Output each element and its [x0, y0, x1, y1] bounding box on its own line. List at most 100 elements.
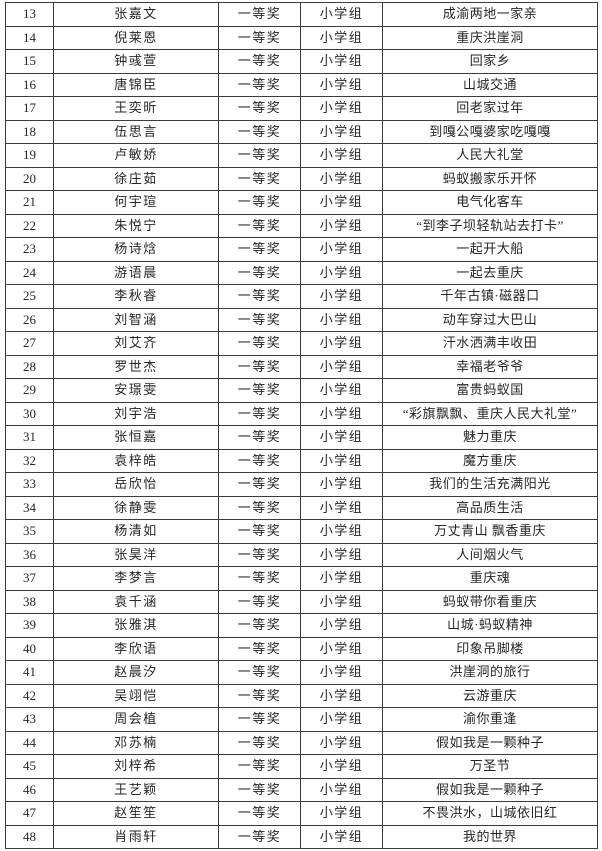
- cell-row-number: 13: [5, 2, 54, 27]
- cell-award-level: 一等奖: [218, 730, 301, 755]
- cell-group: 小学组: [300, 824, 383, 849]
- cell-award-level: 一等奖: [218, 378, 301, 403]
- cell-row-number: 45: [5, 754, 54, 779]
- cell-work-title: 渝你重逢: [382, 707, 598, 732]
- table-row: 13 张嘉文 一等奖 小学组 成渝两地一家亲: [5, 2, 598, 27]
- cell-work-title: 蚂蚁带你看重庆: [382, 589, 598, 614]
- cell-winner-name: 赵笙笙: [53, 801, 219, 826]
- cell-group: 小学组: [300, 613, 383, 638]
- cell-group: 小学组: [300, 425, 383, 450]
- table-row: 35 杨清如 一等奖 小学组 万丈青山 飘香重庆: [5, 519, 598, 544]
- cell-award-level: 一等奖: [218, 49, 301, 74]
- cell-group: 小学组: [300, 307, 383, 332]
- table-row: 17 王奕昕 一等奖 小学组 回老家过年: [5, 96, 598, 121]
- cell-work-title: 蚂蚁搬家乐开怀: [382, 166, 598, 191]
- cell-work-title: 一起开大船: [382, 237, 598, 262]
- cell-row-number: 32: [5, 448, 54, 473]
- cell-row-number: 20: [5, 166, 54, 191]
- cell-award-level: 一等奖: [218, 25, 301, 50]
- cell-group: 小学组: [300, 25, 383, 50]
- table-row: 38 袁千涵 一等奖 小学组 蚂蚁带你看重庆: [5, 589, 598, 614]
- cell-row-number: 35: [5, 519, 54, 544]
- cell-group: 小学组: [300, 166, 383, 191]
- cell-award-level: 一等奖: [218, 425, 301, 450]
- cell-group: 小学组: [300, 777, 383, 802]
- cell-work-title: 高品质生活: [382, 495, 598, 520]
- cell-row-number: 30: [5, 401, 54, 426]
- table-row: 37 李梦言 一等奖 小学组 重庆魂: [5, 566, 598, 591]
- cell-group: 小学组: [300, 378, 383, 403]
- cell-winner-name: 肖雨轩: [53, 824, 219, 849]
- table-row: 34 徐静雯 一等奖 小学组 高品质生活: [5, 495, 598, 520]
- cell-group: 小学组: [300, 495, 383, 520]
- table-row: 23 杨诗焓 一等奖 小学组 一起开大船: [5, 237, 598, 262]
- cell-work-title: 万圣节: [382, 754, 598, 779]
- table-row: 18 伍思言 一等奖 小学组 到嘎公嘎婆家吃嘎嘎: [5, 119, 598, 144]
- cell-work-title: 千年古镇·磁器口: [382, 284, 598, 309]
- cell-row-number: 26: [5, 307, 54, 332]
- cell-row-number: 38: [5, 589, 54, 614]
- cell-award-level: 一等奖: [218, 190, 301, 215]
- table-row: 26 刘智涵 一等奖 小学组 动车穿过大巴山: [5, 307, 598, 332]
- cell-group: 小学组: [300, 119, 383, 144]
- cell-row-number: 18: [5, 119, 54, 144]
- cell-award-level: 一等奖: [218, 589, 301, 614]
- cell-award-level: 一等奖: [218, 519, 301, 544]
- cell-work-title: 汗水洒满丰收田: [382, 331, 598, 356]
- cell-group: 小学组: [300, 72, 383, 97]
- cell-row-number: 14: [5, 25, 54, 50]
- table-row: 33 岳欣怡 一等奖 小学组 我们的生活充满阳光: [5, 472, 598, 497]
- cell-group: 小学组: [300, 331, 383, 356]
- cell-work-title: 人间烟火气: [382, 542, 598, 567]
- cell-row-number: 37: [5, 566, 54, 591]
- cell-row-number: 42: [5, 683, 54, 708]
- table-row: 20 徐庄茹 一等奖 小学组 蚂蚁搬家乐开怀: [5, 166, 598, 191]
- cell-group: 小学组: [300, 660, 383, 685]
- table-row: 15 钟彧萱 一等奖 小学组 回家乡: [5, 49, 598, 74]
- cell-award-level: 一等奖: [218, 613, 301, 638]
- cell-work-title: 一起去重庆: [382, 260, 598, 285]
- cell-award-level: 一等奖: [218, 707, 301, 732]
- cell-award-level: 一等奖: [218, 472, 301, 497]
- cell-award-level: 一等奖: [218, 96, 301, 121]
- cell-winner-name: 伍思言: [53, 119, 219, 144]
- cell-award-level: 一等奖: [218, 307, 301, 332]
- cell-group: 小学组: [300, 707, 383, 732]
- table-row: 21 何宇瑄 一等奖 小学组 电气化客车: [5, 190, 598, 215]
- cell-work-title: 不畏洪水，山城依旧红: [382, 801, 598, 826]
- table-row: 39 张雅淇 一等奖 小学组 山城·蚂蚁精神: [5, 613, 598, 638]
- cell-winner-name: 罗世杰: [53, 354, 219, 379]
- cell-work-title: 山城·蚂蚁精神: [382, 613, 598, 638]
- cell-group: 小学组: [300, 589, 383, 614]
- cell-award-level: 一等奖: [218, 801, 301, 826]
- cell-work-title: 我的世界: [382, 824, 598, 849]
- table-row: 42 吴翊恺 一等奖 小学组 云游重庆: [5, 683, 598, 708]
- cell-award-level: 一等奖: [218, 660, 301, 685]
- cell-winner-name: 徐静雯: [53, 495, 219, 520]
- cell-winner-name: 袁千涵: [53, 589, 219, 614]
- cell-winner-name: 徐庄茹: [53, 166, 219, 191]
- cell-row-number: 44: [5, 730, 54, 755]
- table-row: 27 刘艾齐 一等奖 小学组 汗水洒满丰收田: [5, 331, 598, 356]
- cell-group: 小学组: [300, 730, 383, 755]
- cell-winner-name: 李秋睿: [53, 284, 219, 309]
- table-row: 31 张恒嘉 一等奖 小学组 魅力重庆: [5, 425, 598, 450]
- cell-winner-name: 张恒嘉: [53, 425, 219, 450]
- table-row: 25 李秋睿 一等奖 小学组 千年古镇·磁器口: [5, 284, 598, 309]
- cell-award-level: 一等奖: [218, 683, 301, 708]
- table-row: 19 卢敏娇 一等奖 小学组 人民大礼堂: [5, 143, 598, 168]
- cell-work-title: 回老家过年: [382, 96, 598, 121]
- cell-winner-name: 张嘉文: [53, 2, 219, 27]
- cell-group: 小学组: [300, 754, 383, 779]
- cell-winner-name: 唐锦臣: [53, 72, 219, 97]
- cell-award-level: 一等奖: [218, 237, 301, 262]
- cell-row-number: 28: [5, 354, 54, 379]
- cell-winner-name: 赵晨汐: [53, 660, 219, 685]
- table-row: 44 邓苏楠 一等奖 小学组 假如我是一颗种子: [5, 730, 598, 755]
- cell-group: 小学组: [300, 683, 383, 708]
- cell-winner-name: 李梦言: [53, 566, 219, 591]
- cell-winner-name: 刘智涵: [53, 307, 219, 332]
- cell-row-number: 47: [5, 801, 54, 826]
- cell-award-level: 一等奖: [218, 495, 301, 520]
